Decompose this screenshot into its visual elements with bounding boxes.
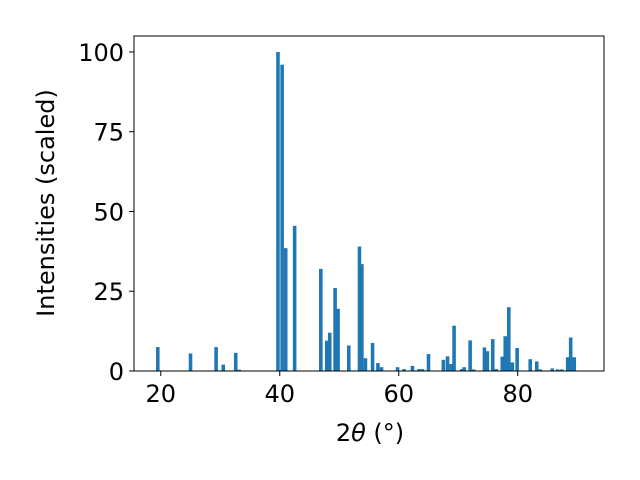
bar	[441, 359, 446, 371]
bar	[426, 354, 431, 371]
bar	[550, 368, 555, 371]
bar	[538, 369, 543, 371]
bar	[237, 369, 242, 371]
x-tick-label: 20	[145, 380, 176, 408]
bar	[452, 325, 456, 371]
y-axis-ticks: 0 25 50 75 100	[78, 39, 134, 386]
bar	[528, 359, 533, 371]
bar	[402, 369, 406, 371]
bar	[534, 361, 539, 371]
bar	[559, 369, 564, 371]
bar	[292, 225, 297, 371]
bar	[363, 358, 368, 371]
bar	[156, 347, 160, 371]
bar	[510, 362, 515, 371]
bar	[515, 348, 519, 371]
x-tick-label: 40	[264, 380, 295, 408]
y-axis-label: Intensities (scaled)	[32, 89, 60, 317]
y-tick-label: 75	[93, 119, 124, 147]
bar	[280, 64, 284, 372]
bar	[395, 367, 400, 371]
bar	[319, 268, 323, 371]
bar	[568, 337, 573, 371]
bar	[276, 51, 280, 371]
bar	[500, 356, 505, 371]
bar	[188, 353, 193, 371]
x-tick-label: 60	[383, 380, 414, 408]
bar	[490, 339, 495, 371]
bar	[482, 347, 487, 371]
bar	[283, 248, 288, 371]
bar	[357, 246, 362, 371]
bar	[565, 357, 570, 371]
bar	[494, 369, 499, 371]
bar	[485, 351, 490, 371]
bar	[460, 369, 464, 371]
bar	[333, 288, 337, 371]
bar	[379, 367, 384, 371]
bar	[462, 367, 466, 371]
y-tick-label: 50	[93, 198, 124, 226]
x-axis-label-unit: (°)	[366, 419, 404, 447]
bar	[555, 369, 560, 371]
bar	[346, 345, 351, 371]
x-tick-label: 80	[502, 380, 533, 408]
bar	[324, 340, 329, 371]
x-axis-label-theta: θ	[351, 419, 366, 447]
bar	[507, 307, 511, 371]
bar	[471, 369, 476, 371]
bar	[376, 363, 380, 371]
bar	[221, 364, 226, 371]
bar	[233, 352, 238, 371]
plot-frame	[133, 35, 605, 372]
bar	[410, 365, 415, 371]
y-tick-label: 0	[109, 358, 124, 386]
bar	[572, 357, 577, 371]
y-tick-label: 25	[93, 278, 124, 306]
bar	[445, 356, 450, 371]
x-axis-label: 2θ (°)	[336, 419, 404, 447]
bar	[214, 347, 218, 371]
x-axis-label-main: 2	[336, 419, 351, 447]
bar	[468, 340, 472, 371]
bar	[360, 264, 364, 371]
bar	[370, 342, 375, 371]
bar	[449, 363, 453, 371]
y-tick-label: 100	[78, 39, 124, 67]
bar	[503, 336, 508, 371]
bar	[420, 369, 425, 371]
bar	[417, 369, 421, 371]
bars-group	[156, 51, 577, 372]
bar	[336, 308, 340, 371]
x-axis-ticks: 20 40 60 80	[145, 371, 533, 408]
bar	[327, 332, 332, 371]
